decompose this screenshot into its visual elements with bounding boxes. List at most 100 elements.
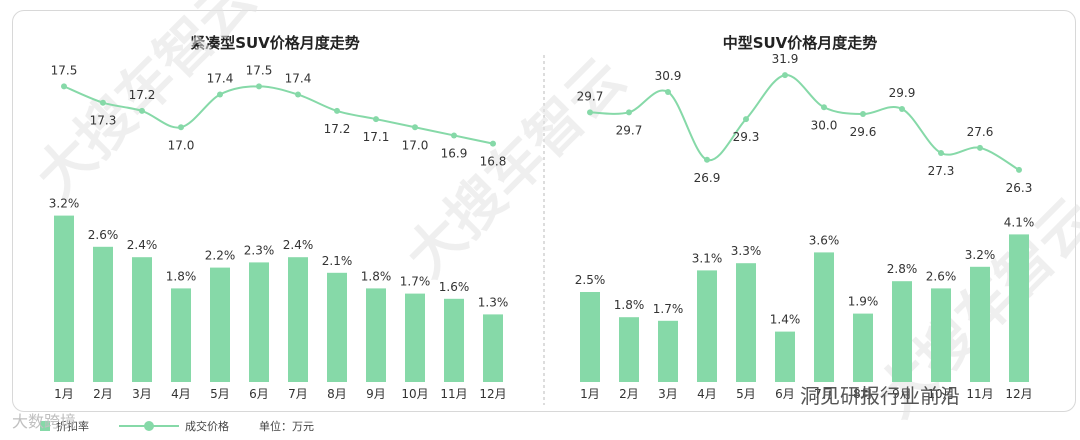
bar-0-11 [483, 314, 503, 382]
bar-1-1 [619, 317, 639, 382]
x-tick-1-0: 1月 [580, 387, 600, 401]
x-tick-1-4: 5月 [736, 387, 756, 401]
price-label-0-9: 17.0 [402, 138, 429, 152]
bar-label-0-6: 2.4% [283, 238, 314, 252]
price-point-0-11 [490, 140, 496, 147]
bar-0-2 [132, 257, 152, 382]
price-point-1-1 [626, 109, 632, 116]
legend-bar-item: 折扣率 [40, 418, 89, 434]
bar-0-9 [405, 293, 425, 382]
bar-0-1 [93, 246, 113, 382]
bar-1-11 [1009, 234, 1029, 382]
bar-label-1-9: 2.6% [926, 269, 957, 283]
price-point-1-10 [977, 144, 983, 151]
bar-label-0-0: 3.2% [49, 197, 80, 211]
watermark-diagonal-left: 大搜车智云 [24, 0, 268, 210]
legend-line-item: 成交价格 [119, 418, 229, 434]
legend-line-swatch [119, 421, 179, 431]
bar-1-6 [814, 252, 834, 382]
price-point-1-6 [821, 104, 827, 111]
price-label-1-8: 29.9 [889, 86, 916, 100]
price-point-0-4 [217, 91, 223, 98]
bar-label-0-8: 1.8% [361, 269, 392, 283]
x-tick-1-10: 11月 [966, 387, 993, 401]
price-label-0-11: 16.8 [480, 155, 507, 169]
bar-label-0-11: 1.3% [478, 295, 509, 309]
wechat-watermark: 洞见研报行业前沿 [800, 384, 960, 408]
price-point-1-0 [587, 109, 593, 116]
bar-label-1-11: 4.1% [1004, 215, 1035, 229]
bar-1-7 [853, 313, 873, 382]
price-label-1-10: 27.6 [967, 125, 994, 139]
watermark-diagonal-middle: 大搜车智云 [394, 46, 638, 290]
price-point-0-1 [100, 99, 106, 106]
price-point-0-5 [256, 83, 262, 90]
price-label-1-1: 29.7 [616, 123, 643, 137]
x-tick-1-9: 10月 [927, 387, 954, 401]
price-label-1-2: 30.9 [655, 69, 682, 83]
bar-0-0 [54, 215, 74, 382]
brand-watermark: 大数跨境 [12, 412, 77, 431]
price-point-0-3 [178, 124, 184, 131]
x-tick-1-7: 8月 [853, 387, 873, 401]
unit-label: 单位：万元 [259, 420, 314, 433]
x-tick-1-11: 12月 [1005, 387, 1032, 401]
bar-label-1-7: 1.9% [848, 295, 879, 309]
x-tick-1-1: 2月 [619, 387, 639, 401]
price-label-0-8: 17.1 [363, 130, 390, 144]
price-label-0-6: 17.4 [285, 72, 312, 86]
price-label-1-3: 26.9 [694, 171, 721, 185]
price-point-0-7 [334, 107, 340, 114]
bar-label-1-3: 3.1% [692, 251, 723, 265]
chart-title-compact-suv: 紧凑型SUV价格月度走势 [190, 34, 360, 52]
price-point-0-6 [295, 91, 301, 98]
legend-unit: 单位：万元 [259, 418, 314, 434]
bar-label-0-10: 1.6% [439, 280, 470, 294]
bar-1-4 [736, 263, 756, 382]
price-label-0-5: 17.5 [246, 63, 273, 77]
x-tick-1-2: 3月 [658, 387, 678, 401]
bar-1-2 [658, 320, 678, 382]
bar-label-1-10: 3.2% [965, 248, 996, 262]
price-label-1-7: 29.6 [850, 125, 877, 139]
price-line-0 [63, 85, 494, 145]
price-label-0-2: 17.2 [129, 88, 156, 102]
price-label-1-5: 31.9 [772, 52, 799, 66]
price-label-0-3: 17.0 [168, 138, 195, 152]
bar-0-7 [327, 272, 347, 382]
price-point-0-10 [451, 132, 457, 139]
bar-label-0-1: 2.6% [88, 228, 119, 242]
price-label-0-4: 17.4 [207, 72, 234, 86]
bar-label-1-8: 2.8% [887, 262, 918, 276]
bar-1-3 [697, 270, 717, 382]
bar-0-5 [249, 262, 269, 382]
x-tick-0-4: 5月 [210, 387, 230, 401]
x-tick-0-2: 3月 [132, 387, 152, 401]
x-tick-0-10: 11月 [440, 387, 467, 401]
bar-label-1-2: 1.7% [653, 302, 684, 316]
price-point-1-11 [1016, 166, 1022, 173]
legend-bar-label: 折扣率 [56, 420, 89, 433]
x-tick-0-9: 10月 [401, 387, 428, 401]
price-point-1-5 [782, 72, 788, 79]
price-point-1-3 [704, 156, 710, 163]
bar-0-3 [171, 288, 191, 382]
x-tick-0-11: 12月 [479, 387, 506, 401]
bar-1-9 [931, 288, 951, 382]
bar-1-5 [775, 331, 795, 382]
price-point-1-7 [860, 111, 866, 118]
x-tick-0-5: 6月 [249, 387, 269, 401]
bar-0-10 [444, 298, 464, 382]
x-tick-1-3: 4月 [697, 387, 717, 401]
bar-label-0-7: 2.1% [322, 254, 353, 268]
price-point-1-4 [743, 116, 749, 123]
price-label-0-1: 17.3 [90, 114, 117, 128]
legend: 折扣率 成交价格 单位：万元 [40, 416, 344, 436]
x-tick-1-8: 9月 [892, 387, 912, 401]
x-tick-0-7: 8月 [327, 387, 347, 401]
legend-line-label: 成交价格 [185, 420, 229, 433]
bar-label-0-3: 1.8% [166, 269, 197, 283]
bar-0-4 [210, 267, 230, 382]
price-line-1 [589, 74, 1020, 171]
